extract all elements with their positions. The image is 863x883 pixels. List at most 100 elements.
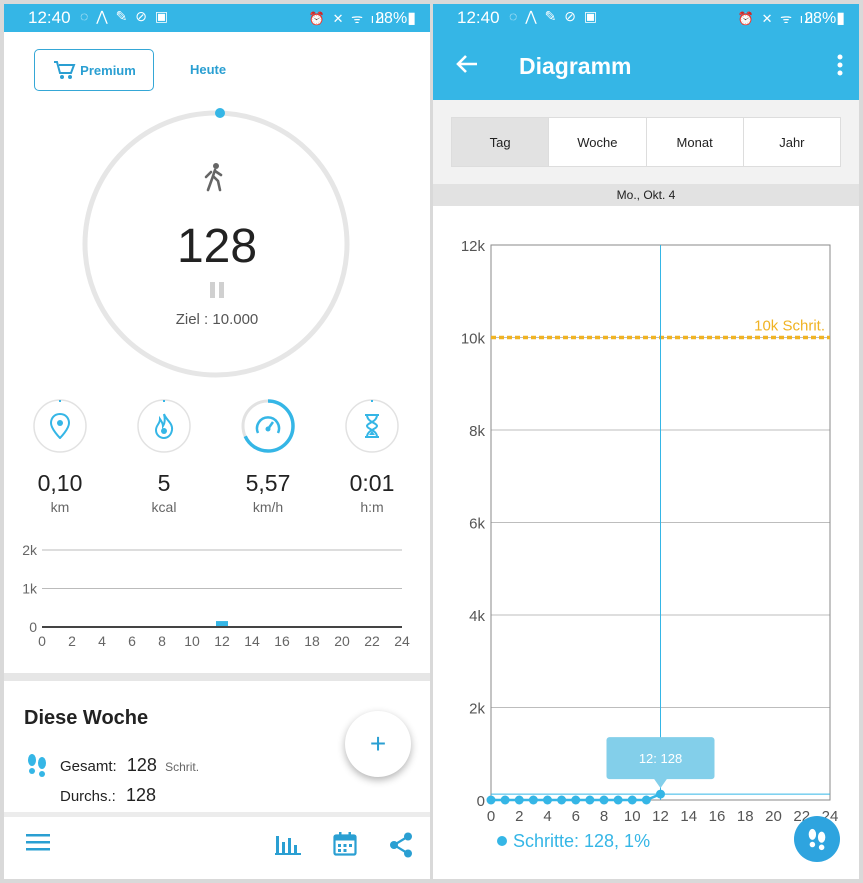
footprints-icon <box>808 828 826 851</box>
status-bar: 12:40 ◌ ⋀ ✎ ⊘ ▣ ⏰ ✕ ᯤ ıll 28%▮ <box>433 4 859 32</box>
series-point <box>599 795 609 805</box>
premium-label: Premium <box>80 62 136 78</box>
x-tick-label: 18 <box>737 808 754 825</box>
x-tick-label: 14 <box>244 633 260 649</box>
status-system-icons: ⏰ ✕ ᯤ ıll <box>737 11 815 26</box>
add-button[interactable]: + <box>345 711 411 777</box>
week-total-label: Gesamt: <box>60 758 117 775</box>
speedometer-icon <box>255 416 281 434</box>
status-notification-icons: ◌ ⋀ ✎ ⊘ ▣ <box>80 8 171 24</box>
x-tick-label: 22 <box>364 633 380 649</box>
date-label: Mo., Okt. 4 <box>433 184 859 206</box>
duration-circle <box>344 398 400 454</box>
x-tick-label: 18 <box>304 633 320 649</box>
page-title: Diagramm <box>519 53 632 79</box>
tab-week[interactable]: Woche <box>549 118 647 166</box>
back-arrow-icon[interactable] <box>455 52 479 76</box>
x-tick-label: 4 <box>543 808 551 825</box>
x-tick-label: 14 <box>680 808 697 825</box>
period-selector-area: Tag Woche Monat Jahr <box>433 100 859 184</box>
week-average-label: Durchs.: <box>60 788 116 805</box>
location-pin-icon <box>50 413 70 439</box>
tooltip-label: 12: 128 <box>639 751 682 766</box>
tab-today[interactable]: Heute <box>190 62 227 77</box>
week-average-value: 128 <box>126 785 157 805</box>
x-tick-label: 12 <box>214 633 230 649</box>
series-point <box>557 795 567 805</box>
series-point <box>543 795 552 805</box>
x-tick-label: 8 <box>600 808 608 825</box>
calendar-icon[interactable] <box>333 832 357 856</box>
week-total-value: 128 <box>126 755 157 775</box>
calories-circle <box>136 398 192 454</box>
x-tick-label: 16 <box>274 633 290 649</box>
tab-month[interactable]: Monat <box>647 118 744 166</box>
statistics-icon[interactable] <box>275 832 301 856</box>
series-point <box>500 795 510 805</box>
series-point <box>585 795 595 805</box>
hourglass-icon <box>365 414 379 438</box>
series-point <box>627 795 637 805</box>
distance-value: 0,10 <box>37 470 83 496</box>
steps-fab[interactable] <box>794 816 840 862</box>
x-tick-label: 0 <box>487 808 495 825</box>
tab-day[interactable]: Tag <box>452 118 550 166</box>
plus-icon: + <box>369 728 387 759</box>
footprints-icon <box>28 754 46 777</box>
y-tick-label: 0 <box>477 793 485 810</box>
flame-icon <box>154 413 174 439</box>
speed-unit: km/h <box>252 499 284 515</box>
week-total-row: Gesamt: 128 Schrit. <box>60 755 199 776</box>
series-point <box>486 795 496 805</box>
week-average-row: Durchs.: 128 <box>60 785 156 806</box>
distance-stat: 0,10 km <box>10 398 110 515</box>
speed-stat: 5,57 km/h <box>218 398 318 515</box>
battery-level: 28%▮ <box>804 10 845 27</box>
chart-screen: 12:40 ◌ ⋀ ✎ ⊘ ▣ ⏰ ✕ ᯤ ıll 28%▮ Diagramm … <box>433 4 859 879</box>
tooltip-pointer <box>653 778 668 789</box>
speed-progress-arc <box>241 399 295 453</box>
x-tick-label: 24 <box>394 633 410 649</box>
week-total-unit: Schrit. <box>165 760 200 774</box>
premium-button[interactable]: Premium <box>34 49 154 91</box>
x-tick-label: 2 <box>68 633 76 649</box>
cart-icon <box>54 61 76 79</box>
x-tick-label: 12 <box>652 808 669 825</box>
series-point <box>528 795 538 805</box>
share-icon[interactable] <box>389 832 413 858</box>
step-count: 128 <box>176 220 258 273</box>
x-tick-label: 6 <box>572 808 580 825</box>
progress-marker <box>215 108 225 118</box>
series-point <box>656 789 665 799</box>
more-vert-icon[interactable] <box>837 54 843 76</box>
y-tick-label: 1k <box>22 581 38 597</box>
status-time: 12:40 <box>457 8 500 27</box>
series-point <box>514 795 524 805</box>
pause-icon[interactable] <box>209 281 225 299</box>
goal-line-label: 10k Schrit. <box>754 318 825 335</box>
tooltip-box <box>606 737 715 780</box>
series-point <box>571 795 581 805</box>
x-tick-label: 6 <box>128 633 136 649</box>
y-tick-label: 6k <box>469 516 485 533</box>
step-bar <box>216 621 228 626</box>
x-tick-label: 10 <box>624 808 641 825</box>
walking-person-icon <box>204 163 223 192</box>
section-divider <box>4 673 430 681</box>
legend-label: Schritte: 128, 1% <box>513 831 650 851</box>
distance-unit: km <box>50 499 70 515</box>
menu-icon[interactable] <box>26 832 50 852</box>
x-tick-label: 20 <box>334 633 350 649</box>
speed-value: 5,57 <box>245 470 291 496</box>
x-tick-label: 2 <box>515 808 523 825</box>
step-goal: Ziel : 10.000 <box>175 311 259 328</box>
status-notification-icons: ◌ ⋀ ✎ ⊘ ▣ <box>509 8 600 24</box>
tab-year[interactable]: Jahr <box>779 134 805 150</box>
speed-circle <box>240 398 296 454</box>
y-tick-label: 0 <box>29 619 37 635</box>
y-tick-label: 10k <box>461 331 486 348</box>
bottom-divider <box>4 812 430 817</box>
x-tick-label: 16 <box>709 808 726 825</box>
distance-circle <box>32 398 88 454</box>
